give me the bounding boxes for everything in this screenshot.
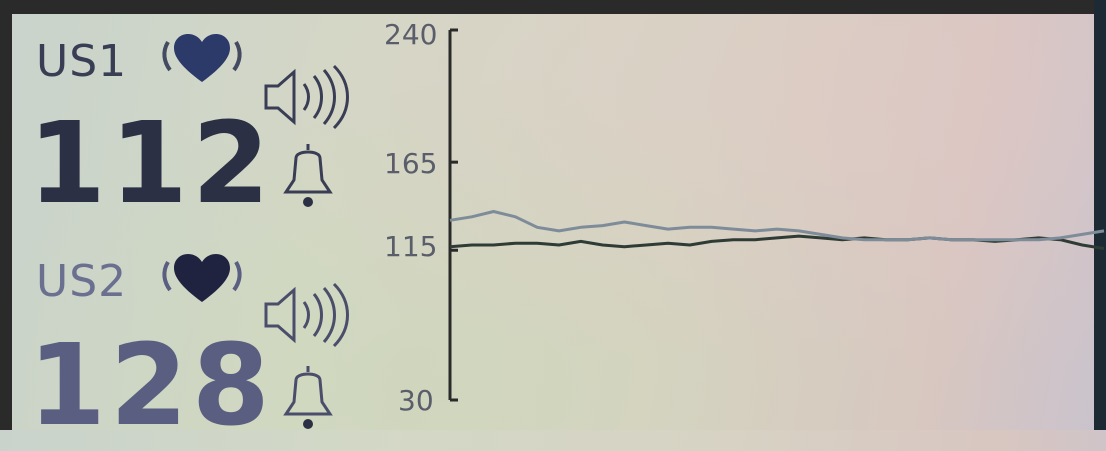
heart-rate-trace-1 bbox=[450, 236, 1104, 248]
trend-chart bbox=[0, 0, 1106, 430]
heart-rate-trace-2 bbox=[450, 212, 1104, 240]
